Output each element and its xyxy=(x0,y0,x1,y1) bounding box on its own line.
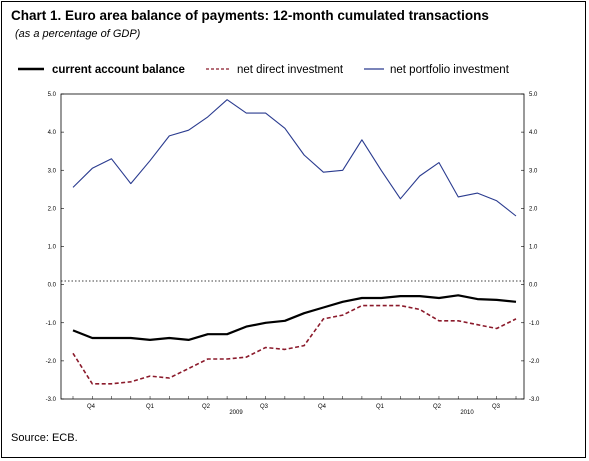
x-year-label: 2010 xyxy=(460,410,474,416)
y-tick-label-right: 5.0 xyxy=(529,92,538,98)
x-year-label: 2009 xyxy=(229,410,243,416)
y-tick-label-right: -2.0 xyxy=(529,359,540,365)
y-tick-label-right: 1.0 xyxy=(529,245,538,251)
y-tick-label-left: 4.0 xyxy=(48,130,57,136)
current-account-line xyxy=(72,294,517,341)
legend: current account balance net direct inves… xyxy=(18,64,510,76)
x-tick-label: Q3 xyxy=(492,404,501,410)
legend-label-direct-investment: net direct investment xyxy=(237,64,344,76)
y-tick-label-right: -1.0 xyxy=(529,321,540,327)
y-tick-label-right: 4.0 xyxy=(529,130,538,136)
x-tick-label: Q2 xyxy=(202,404,211,410)
y-axis-left: 5.0 4.0 3.0 2.0 1.0 0.0 -1.0 -2.0 -3.0 xyxy=(46,92,64,403)
y-tick-label-right: 2.0 xyxy=(529,206,538,212)
x-tick-label: Q2 xyxy=(433,404,442,410)
x-axis: Q4 Q1 Q2 Q3 Q4 Q1 Q2 Q3 2009 2010 xyxy=(72,396,517,416)
direct-investment-line xyxy=(72,304,517,385)
y-axis-right: 5.0 4.0 3.0 2.0 1.0 0.0 -1.0 -2.0 -3.0 xyxy=(521,92,540,403)
legend-label-current-account: current account balance xyxy=(52,64,185,76)
y-tick-label-right: 0.0 xyxy=(529,283,538,289)
y-tick-label-left: 5.0 xyxy=(48,92,57,98)
portfolio-investment-line xyxy=(72,99,517,217)
chart-source: Source: ECB. xyxy=(11,432,78,444)
x-tick-label: Q3 xyxy=(260,404,269,410)
x-tick-label: Q4 xyxy=(87,404,96,410)
legend-label-portfolio-investment: net portfolio investment xyxy=(390,64,510,76)
y-tick-label-left: 3.0 xyxy=(48,168,57,174)
x-tick-label: Q1 xyxy=(146,404,155,410)
x-tick-label: Q1 xyxy=(376,404,385,410)
y-tick-label-left: 0.0 xyxy=(48,283,57,289)
y-tick-label-right: 3.0 xyxy=(529,168,538,174)
y-tick-label-left: 2.0 xyxy=(48,206,57,212)
y-tick-label-left: -1.0 xyxy=(46,321,57,327)
y-tick-label-right: -3.0 xyxy=(529,397,540,403)
series-lines xyxy=(72,99,517,385)
y-tick-label-left: -3.0 xyxy=(46,397,57,403)
y-tick-label-left: 1.0 xyxy=(48,245,57,251)
chart-subtitle: (as a percentage of GDP) xyxy=(15,28,141,40)
x-tick-label: Q4 xyxy=(318,404,327,410)
chart-title: Chart 1. Euro area balance of payments: … xyxy=(11,8,489,23)
y-tick-label-left: -2.0 xyxy=(46,359,57,365)
